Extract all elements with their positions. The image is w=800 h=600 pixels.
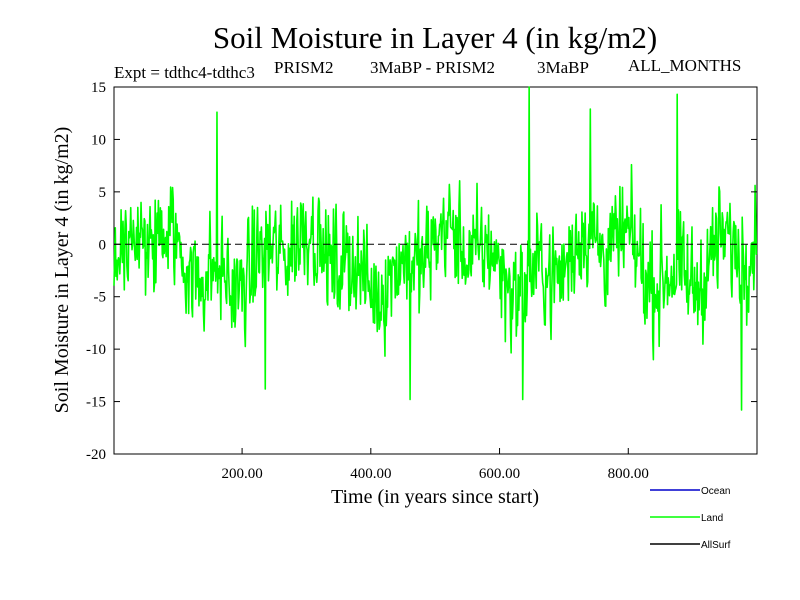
x-tick-label: 800.00 bbox=[608, 466, 649, 482]
legend-label-ocean: Ocean bbox=[701, 486, 730, 497]
y-axis: -20 -15 -10 -5 0 5 10 15 bbox=[86, 80, 757, 463]
subtitle-expt: Expt = tdthc4-tdthc3 bbox=[114, 63, 255, 82]
plot-area: -20 -15 -10 -5 0 5 10 15 200.00 400.00 600.00 800.… bbox=[86, 80, 758, 482]
series-line-land bbox=[113, 86, 758, 411]
y-tick-label: 15 bbox=[91, 80, 106, 96]
legend-label-allsurf: AllSurf bbox=[701, 540, 731, 551]
x-tick-label: 200.00 bbox=[221, 466, 262, 482]
y-tick-label: -10 bbox=[86, 342, 106, 358]
subtitle-left: PRISM2 bbox=[274, 58, 334, 77]
subtitle-period: ALL_MONTHS bbox=[628, 56, 741, 75]
series-layer bbox=[113, 86, 758, 411]
y-tick-label: 0 bbox=[99, 237, 107, 253]
x-axis-label: Time (in years since start) bbox=[331, 486, 539, 508]
chart-title: Soil Moisture in Layer 4 (in kg/m2) bbox=[213, 20, 657, 55]
x-tick-label: 600.00 bbox=[479, 466, 520, 482]
y-axis-label: Soil Moisture in Layer 4 (in kg/m2) bbox=[51, 127, 73, 414]
y-tick-label: 5 bbox=[99, 185, 107, 201]
subtitle-middle: 3MaBP - PRISM2 bbox=[370, 58, 495, 77]
y-tick-label: 10 bbox=[91, 132, 106, 148]
subtitle-right: 3MaBP bbox=[537, 58, 589, 77]
y-tick-label: -15 bbox=[86, 395, 106, 411]
x-axis: 200.00 400.00 600.00 800.00 bbox=[221, 448, 649, 482]
legend: Ocean Land AllSurf bbox=[650, 486, 731, 551]
y-tick-label: -5 bbox=[94, 290, 107, 306]
x-tick-label: 400.00 bbox=[350, 466, 391, 482]
y-tick-label: -20 bbox=[86, 447, 106, 463]
legend-label-land: Land bbox=[701, 513, 723, 524]
